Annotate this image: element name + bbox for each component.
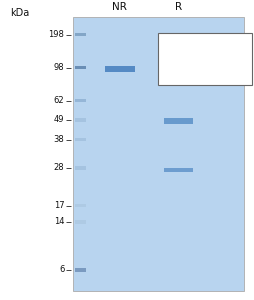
Bar — [157, 33, 251, 86]
Text: R: R — [174, 2, 181, 12]
Text: 6: 6 — [59, 266, 64, 274]
Text: 49: 49 — [54, 116, 64, 124]
Bar — [72, 16, 243, 291]
Bar — [74, 33, 86, 36]
Bar — [74, 99, 86, 102]
Text: 62: 62 — [53, 96, 64, 105]
Text: NR: NR — [112, 2, 127, 12]
Text: NR = Non-reduced: NR = Non-reduced — [161, 53, 228, 59]
Text: 98: 98 — [53, 63, 64, 72]
Bar — [163, 168, 193, 172]
Text: 14: 14 — [54, 218, 64, 226]
Bar — [105, 66, 134, 72]
Bar — [74, 118, 86, 122]
Bar — [74, 138, 86, 141]
Bar — [74, 204, 86, 207]
Text: 38: 38 — [53, 135, 64, 144]
Text: 198: 198 — [48, 30, 64, 39]
Bar — [74, 166, 86, 170]
Text: 17: 17 — [53, 201, 64, 210]
Text: R = Reduced: R = Reduced — [161, 68, 208, 74]
Bar — [74, 268, 86, 272]
Text: 28: 28 — [53, 164, 64, 172]
Text: kDa: kDa — [10, 8, 29, 17]
Bar — [163, 118, 193, 124]
Bar — [74, 220, 86, 224]
Text: 2.5 μg loading: 2.5 μg loading — [161, 38, 212, 44]
Bar — [74, 66, 86, 69]
